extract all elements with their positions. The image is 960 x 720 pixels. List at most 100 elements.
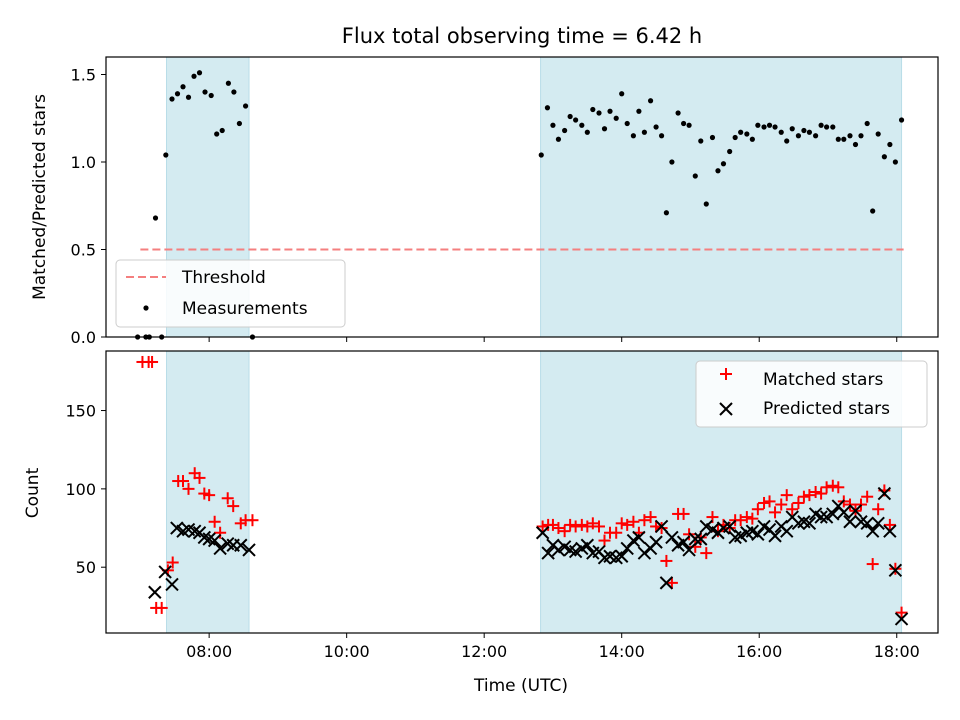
predicted-star-point xyxy=(837,505,851,520)
measurement-point xyxy=(887,141,893,148)
measurement-point xyxy=(231,89,237,95)
measurement-point xyxy=(870,208,876,214)
matched-star-point xyxy=(621,518,634,531)
predicted-star-mark-b xyxy=(699,519,713,534)
measurement-point xyxy=(562,127,568,134)
measurement-point xyxy=(590,106,596,113)
x-tick-label: 16:00 xyxy=(736,642,782,661)
matched-star-point xyxy=(809,486,822,498)
predicted-star-point xyxy=(860,516,874,531)
chart-title: Flux total observing time = 6.42 h xyxy=(342,24,702,48)
measurement-point xyxy=(864,120,870,127)
predicted-star-mark-b xyxy=(620,541,634,556)
predicted-star-mark-b xyxy=(785,510,799,524)
count-y-tick-label: 150 xyxy=(65,402,96,421)
matched-star-point xyxy=(221,492,234,505)
predicted-star-point xyxy=(780,524,794,538)
predicted-star-mark-b xyxy=(614,549,629,563)
matched-star-point xyxy=(889,562,902,575)
count-y-tick-label: 100 xyxy=(65,480,96,499)
measurement-point xyxy=(601,126,608,132)
measurement-point xyxy=(202,89,208,95)
predicted-star-point xyxy=(148,585,162,599)
predicted-star-point xyxy=(158,565,172,579)
measurement-point xyxy=(732,134,738,141)
ratio-y-axis-label: Matched/Predicted stars xyxy=(30,94,50,300)
predicted-star-point xyxy=(802,516,817,531)
predicted-star-mark-b xyxy=(865,524,880,538)
measurement-point xyxy=(242,103,249,109)
measurement-point xyxy=(766,122,773,128)
matched-star-point xyxy=(575,518,588,531)
count-y-axis-label: Count xyxy=(23,467,43,518)
measurement-point xyxy=(579,122,585,128)
predicted-star-point xyxy=(894,612,909,626)
matched-star-point xyxy=(208,515,221,528)
predicted-star-mark-b xyxy=(654,519,669,534)
predicted-star-point xyxy=(883,524,897,538)
predicted-star-mark-b xyxy=(843,515,857,529)
predicted-star-point xyxy=(632,530,646,545)
measurement-point xyxy=(772,124,778,130)
measurement-point xyxy=(624,120,630,127)
predicted-star-point xyxy=(877,486,892,501)
legend-predicted-swatch xyxy=(719,402,733,416)
matched-star-point xyxy=(803,489,816,502)
predicted-star-mark-b xyxy=(883,524,897,538)
count-legend: Matched stars Predicted stars xyxy=(695,360,928,428)
measurement-point xyxy=(686,122,692,128)
matched-star-point xyxy=(586,517,599,530)
predicted-star-mark-b xyxy=(854,515,868,529)
predicted-star-mark-b xyxy=(632,530,646,545)
predicted-star-mark-b xyxy=(826,507,840,521)
measurement-point xyxy=(544,105,551,111)
predicted-star-point xyxy=(694,532,708,546)
count-axes-frame xyxy=(105,350,939,634)
matched-star-point xyxy=(751,503,764,516)
predicted-star-point xyxy=(637,546,652,560)
matched-star-point xyxy=(182,482,195,495)
predicted-star-mark-b xyxy=(780,524,794,538)
matched-star-point xyxy=(780,489,793,502)
matched-star-point xyxy=(866,558,879,571)
predicted-star-mark-b xyxy=(682,543,696,557)
predicted-star-mark-b xyxy=(181,522,196,537)
matched-star-point xyxy=(638,514,651,527)
predicted-star-mark-b xyxy=(535,526,550,540)
predicted-star-mark-b xyxy=(808,507,823,521)
matched-star-point xyxy=(627,515,640,528)
predicted-star-mark-b xyxy=(220,536,235,551)
matched-star-point xyxy=(746,512,759,525)
predicted-star-mark-b xyxy=(234,538,248,552)
measurement-point xyxy=(163,152,169,158)
matched-star-point xyxy=(797,490,810,503)
count-y-tick-label: 50 xyxy=(76,558,96,577)
matched-star-point xyxy=(769,506,782,519)
predicted-star-point xyxy=(888,563,903,578)
predicted-star-mark-b xyxy=(557,540,572,554)
matched-star-point xyxy=(832,481,845,494)
predicted-star-point xyxy=(682,543,696,557)
measurement-point xyxy=(892,159,898,165)
predicted-star-point xyxy=(580,538,595,552)
measurement-point xyxy=(858,133,864,139)
matched-star-point xyxy=(644,511,657,524)
matched-star-point xyxy=(558,525,571,538)
predicted-star-mark-b xyxy=(202,532,216,546)
matched-star-point xyxy=(610,526,623,539)
predicted-star-mark-b xyxy=(888,563,903,578)
measurement-point xyxy=(573,117,579,123)
predicted-star-point xyxy=(848,504,863,518)
legend-threshold-label: Threshold xyxy=(181,268,266,288)
predicted-star-mark-b xyxy=(688,532,702,546)
measurement-point xyxy=(550,122,556,128)
measurement-point xyxy=(824,124,830,130)
matched-star-point xyxy=(214,526,227,539)
matched-star-point xyxy=(569,520,582,533)
predicted-star-mark-b xyxy=(187,524,202,538)
predicted-star-point xyxy=(654,519,669,534)
matched-star-point xyxy=(826,479,839,492)
measurement-point xyxy=(709,134,716,141)
matched-star-point xyxy=(792,496,805,509)
legend-predicted-label: Predicted stars xyxy=(763,399,890,419)
